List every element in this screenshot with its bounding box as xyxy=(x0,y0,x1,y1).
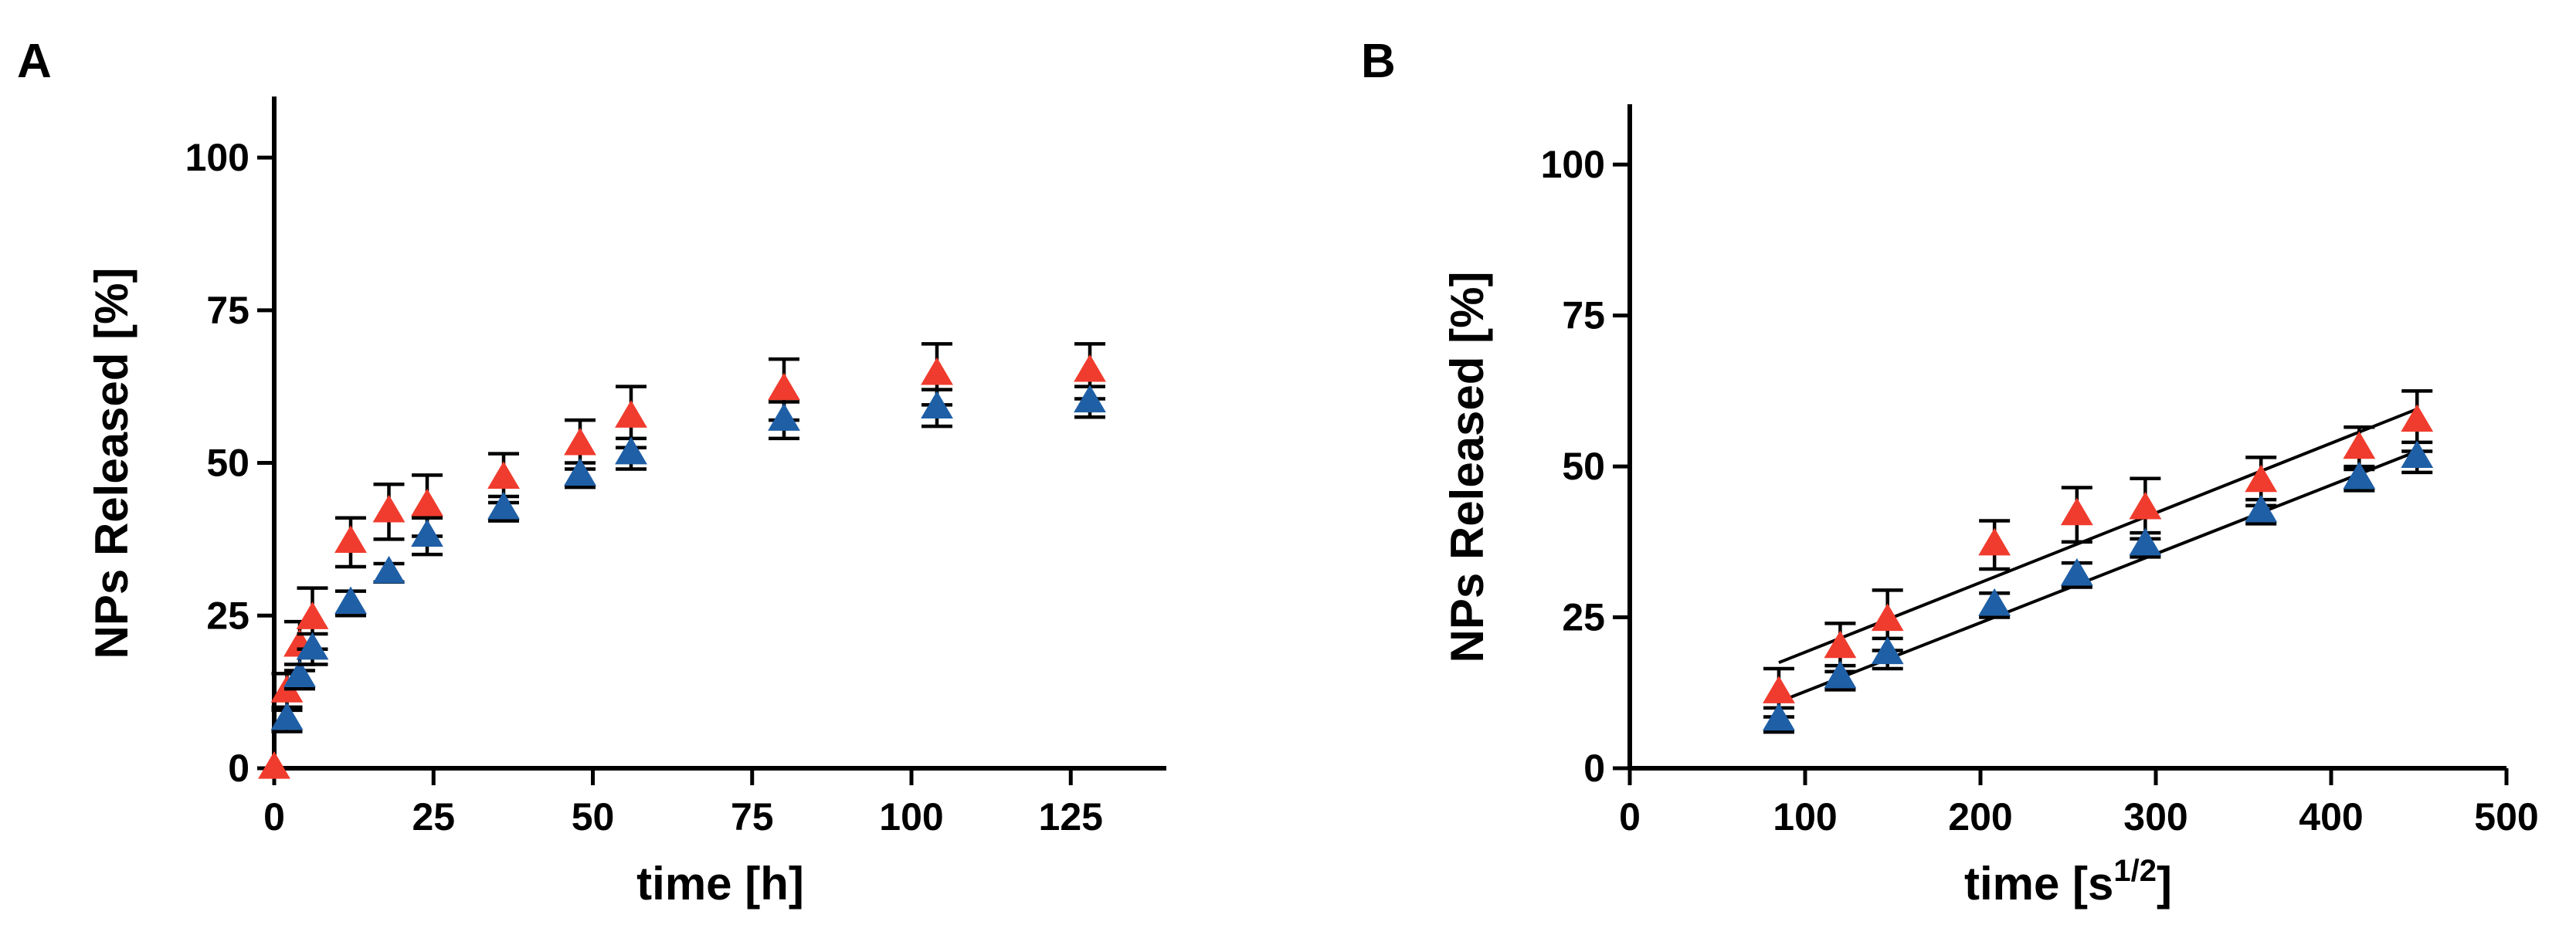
data-point xyxy=(2129,491,2162,520)
x-tick-label: 75 xyxy=(731,795,774,839)
data-point xyxy=(334,586,367,615)
data-point xyxy=(2060,557,2093,586)
chart-panel-a: 0 25 50 75 100 0 25 50 75 100 125 NPs Released [%] t… xyxy=(86,97,1166,910)
y-axis-title: NPs Released [%] xyxy=(86,268,137,659)
data-point xyxy=(1763,676,1795,703)
data-point xyxy=(372,555,406,584)
data-point xyxy=(1978,527,2011,556)
data-point xyxy=(2401,440,2434,469)
x-tick-label: 100 xyxy=(879,795,943,839)
data-point xyxy=(1074,385,1106,413)
data-point xyxy=(411,488,443,517)
x-tick-label: 50 xyxy=(572,795,615,839)
data-point xyxy=(487,461,520,489)
x-tick-label: 200 xyxy=(1948,795,2012,839)
y-tick-label: 0 xyxy=(1583,747,1605,790)
panel-label-b: B xyxy=(1361,35,1396,88)
data-point xyxy=(283,659,316,688)
data-point xyxy=(921,391,953,419)
data-point xyxy=(615,400,647,428)
data-point xyxy=(1978,588,2011,616)
data-point xyxy=(296,632,329,660)
data-point xyxy=(615,436,647,465)
y-tick-label: 100 xyxy=(185,136,249,179)
data-point xyxy=(2401,404,2434,432)
chart-panel-b: 0 25 50 75 100 0 100 200 300 400 500 NPs Released [… xyxy=(1441,104,2539,910)
data-point xyxy=(2245,494,2278,523)
y-tick-label: 100 xyxy=(1541,143,1605,186)
y-axis-title: NPs Released [%] xyxy=(1441,272,1493,663)
y-tick-label: 50 xyxy=(206,442,249,485)
data-point xyxy=(1871,636,1904,665)
data-point xyxy=(1074,354,1106,382)
data-point xyxy=(921,357,953,385)
x-tick-label: 300 xyxy=(2123,795,2187,839)
data-point xyxy=(2343,431,2376,459)
y-tick-label: 75 xyxy=(1562,294,1605,337)
fit-line xyxy=(1778,407,2418,665)
data-point xyxy=(334,525,367,554)
y-tick-label: 50 xyxy=(1562,445,1605,488)
data-point xyxy=(1824,660,1857,689)
data-point xyxy=(1824,630,1857,659)
x-tick-label: 400 xyxy=(2299,795,2363,839)
x-tick-label: 500 xyxy=(2474,795,2538,839)
data-point xyxy=(372,494,406,523)
data-point xyxy=(2245,464,2278,493)
x-tick-label: 0 xyxy=(1619,795,1641,839)
data-point xyxy=(1763,703,1795,731)
x-tick-label: 100 xyxy=(1773,795,1837,839)
y-tick-label: 75 xyxy=(206,289,249,332)
data-point xyxy=(296,601,329,629)
data-point xyxy=(2060,497,2093,526)
data-point xyxy=(768,372,800,401)
data-point xyxy=(258,751,290,779)
data-point xyxy=(2343,461,2376,490)
x-axis-title: time [h] xyxy=(636,858,804,910)
data-point xyxy=(411,519,443,547)
data-point xyxy=(487,491,520,520)
panel-label-a: A xyxy=(17,35,52,88)
data-point xyxy=(270,702,304,730)
data-point xyxy=(1871,603,1904,632)
data-point xyxy=(768,403,800,431)
x-tick-label: 0 xyxy=(263,795,285,839)
data-point xyxy=(564,458,596,486)
y-tick-label: 25 xyxy=(1562,596,1605,639)
fit-line xyxy=(1778,449,2418,703)
x-tick-label: 25 xyxy=(412,795,455,839)
x-axis-title: time [s1/2] xyxy=(1964,854,2172,910)
data-point xyxy=(564,427,596,456)
y-tick-label: 0 xyxy=(228,747,249,790)
y-tick-label: 25 xyxy=(206,594,249,637)
x-tick-label: 125 xyxy=(1039,795,1103,839)
data-point xyxy=(2129,527,2162,556)
